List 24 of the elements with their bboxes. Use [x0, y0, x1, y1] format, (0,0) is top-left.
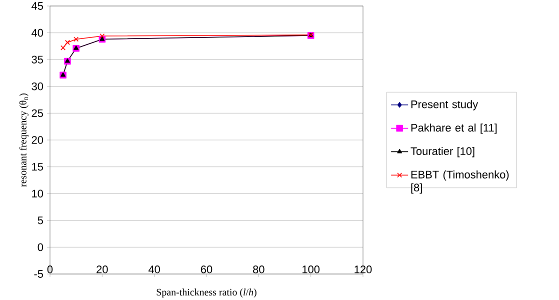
y-tick-label: 25 [32, 109, 44, 118]
x-tick-label: 60 [200, 266, 212, 274]
x-tick-label: 100 [302, 266, 320, 274]
y-tick-label: 45 [32, 2, 44, 10]
y-axis-title: resonant frequency (θ$_{n}$) [19, 93, 28, 187]
legend-label: Present study [411, 100, 478, 110]
y-tick-label: 0 [38, 243, 44, 252]
legend-label: EBBT (Timoshenko) [8] [411, 170, 509, 194]
y-tick-label: 10 [32, 190, 44, 198]
y-tick-label: 15 [32, 162, 44, 171]
x-tick-label: 40 [148, 266, 160, 274]
x-axis-title: Span-thickness ratio (l/h) [156, 288, 256, 298]
y-tick-label: 35 [32, 56, 44, 64]
legend-label: Touratier [10] [410, 146, 474, 158]
y-tick-label: 40 [32, 28, 44, 37]
x-tick-label: 120 [354, 266, 372, 274]
x-tick-label: 0 [47, 266, 53, 274]
x-tick-label: 80 [253, 266, 264, 274]
y-tick-label: 20 [32, 136, 44, 144]
y-tick-label: -5 [34, 270, 44, 278]
legend-label: Pakhare et al [11] [411, 124, 497, 134]
x-tick-label: 20 [96, 266, 108, 274]
y-tick-label: 5 [38, 216, 44, 224]
y-tick-label: 30 [32, 82, 44, 90]
